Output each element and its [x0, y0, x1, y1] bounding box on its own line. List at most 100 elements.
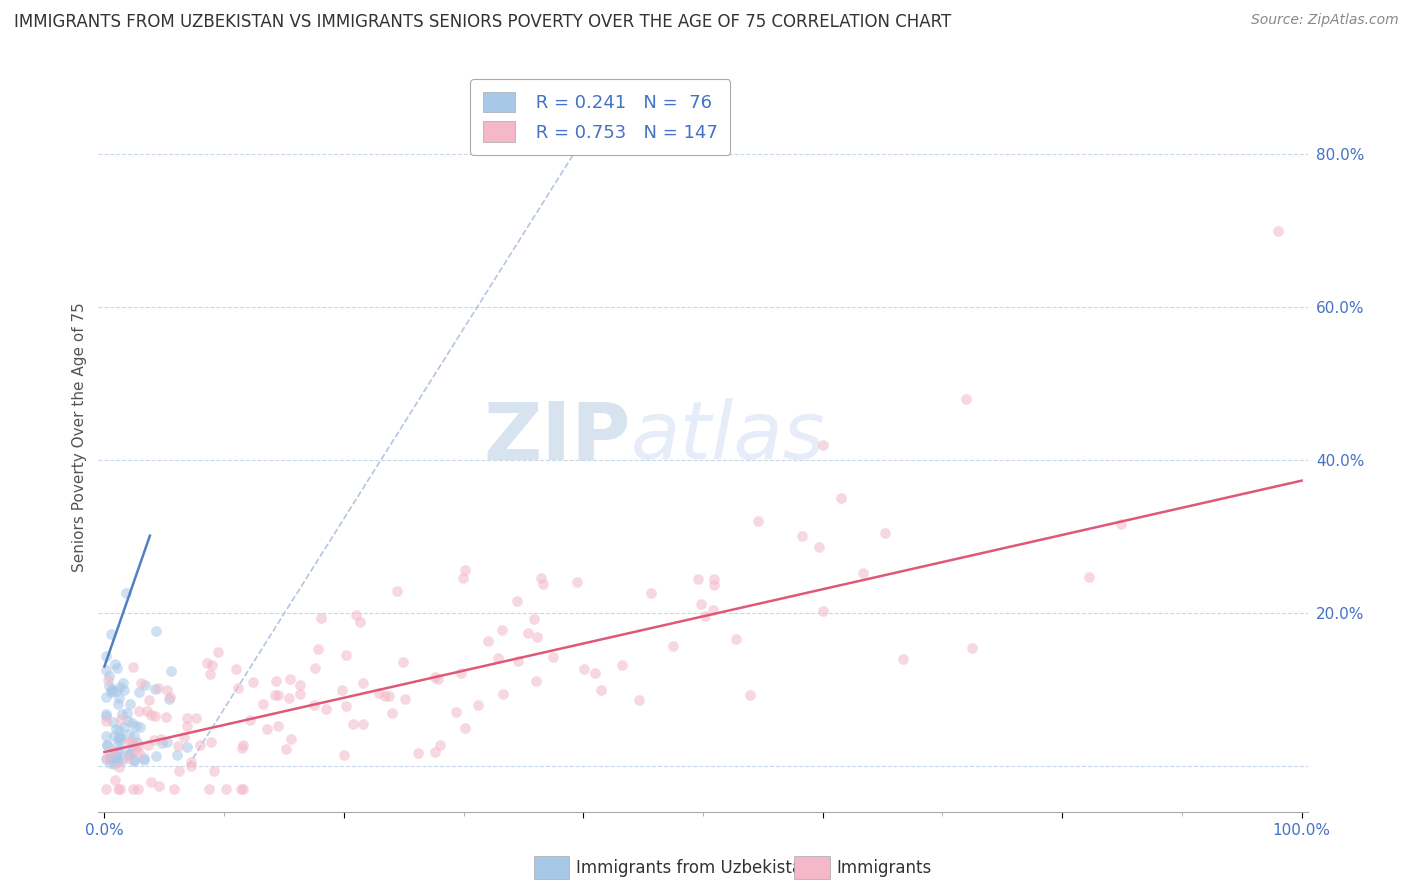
Point: [100, 627, 122, 641]
Point: [686, 572, 709, 586]
Point: [134, 678, 156, 692]
Point: [565, 575, 588, 590]
Point: [1109, 516, 1132, 531]
Point: [167, 764, 190, 778]
Point: [120, 733, 142, 747]
Point: [107, 781, 129, 796]
Point: [110, 680, 132, 694]
Point: [467, 698, 489, 712]
Point: [145, 682, 167, 697]
Point: [124, 754, 146, 768]
Point: [215, 781, 238, 796]
Point: [108, 723, 131, 737]
Point: [111, 675, 134, 690]
Point: [125, 735, 148, 749]
Point: [173, 730, 195, 744]
Point: [381, 706, 404, 720]
Point: [738, 688, 761, 702]
Point: [156, 735, 179, 749]
Point: [429, 738, 451, 752]
Point: [517, 626, 540, 640]
Point: [454, 721, 477, 735]
Point: [508, 655, 530, 669]
Point: [491, 624, 513, 638]
Point: [132, 751, 155, 765]
Point: [96, 738, 118, 752]
Point: [335, 699, 357, 714]
Point: [105, 684, 128, 698]
Point: [392, 655, 415, 669]
Point: [160, 665, 183, 679]
Point: [180, 755, 202, 769]
Point: [105, 739, 128, 754]
Point: [184, 711, 207, 725]
Point: [139, 774, 162, 789]
Point: [128, 685, 150, 699]
Point: [128, 746, 150, 760]
Point: [96, 738, 118, 752]
Point: [344, 608, 367, 623]
Point: [115, 586, 138, 600]
Point: [693, 608, 716, 623]
Point: [138, 693, 160, 707]
Point: [96, 648, 118, 663]
Point: [256, 722, 278, 736]
Point: [394, 691, 416, 706]
Point: [105, 661, 128, 675]
Point: [408, 746, 430, 760]
Text: Immigrants: Immigrants: [837, 859, 932, 877]
Point: [309, 611, 332, 625]
Point: [225, 661, 247, 675]
Point: [315, 702, 337, 716]
Point: [110, 781, 132, 796]
Point: [290, 687, 312, 701]
Point: [94, 781, 117, 796]
Point: [128, 704, 150, 718]
Point: [524, 674, 547, 689]
Point: [110, 730, 132, 744]
Point: [690, 597, 713, 611]
Point: [100, 685, 122, 699]
Point: [105, 723, 128, 737]
Point: [94, 708, 117, 723]
Point: [190, 738, 212, 752]
Point: [661, 639, 683, 653]
Point: [176, 739, 198, 754]
Point: [94, 663, 117, 677]
Point: [378, 690, 401, 704]
Point: [747, 514, 769, 528]
Point: [290, 677, 312, 691]
Point: [280, 731, 302, 746]
Point: [640, 586, 662, 600]
Text: Source: ZipAtlas.com: Source: ZipAtlas.com: [1251, 13, 1399, 28]
Point: [150, 736, 173, 750]
Point: [136, 739, 159, 753]
Point: [352, 676, 374, 690]
Point: [202, 764, 225, 779]
Point: [531, 577, 554, 591]
Point: [523, 612, 546, 626]
Point: [385, 584, 408, 599]
Point: [124, 729, 146, 743]
Point: [610, 658, 633, 673]
Point: [444, 705, 467, 719]
Point: [117, 706, 139, 721]
Point: [893, 652, 915, 666]
Point: [145, 748, 167, 763]
Point: [125, 719, 148, 733]
Point: [176, 711, 198, 725]
Point: [162, 781, 184, 796]
Point: [103, 746, 125, 760]
Text: atlas: atlas: [630, 398, 825, 476]
Point: [830, 491, 852, 505]
Point: [98, 749, 121, 764]
Point: [129, 720, 152, 734]
Point: [96, 751, 118, 765]
Point: [117, 736, 139, 750]
Point: [231, 740, 253, 755]
Point: [180, 759, 202, 773]
Point: [875, 525, 897, 540]
Point: [790, 529, 813, 543]
Point: [232, 738, 254, 752]
Point: [263, 688, 285, 702]
